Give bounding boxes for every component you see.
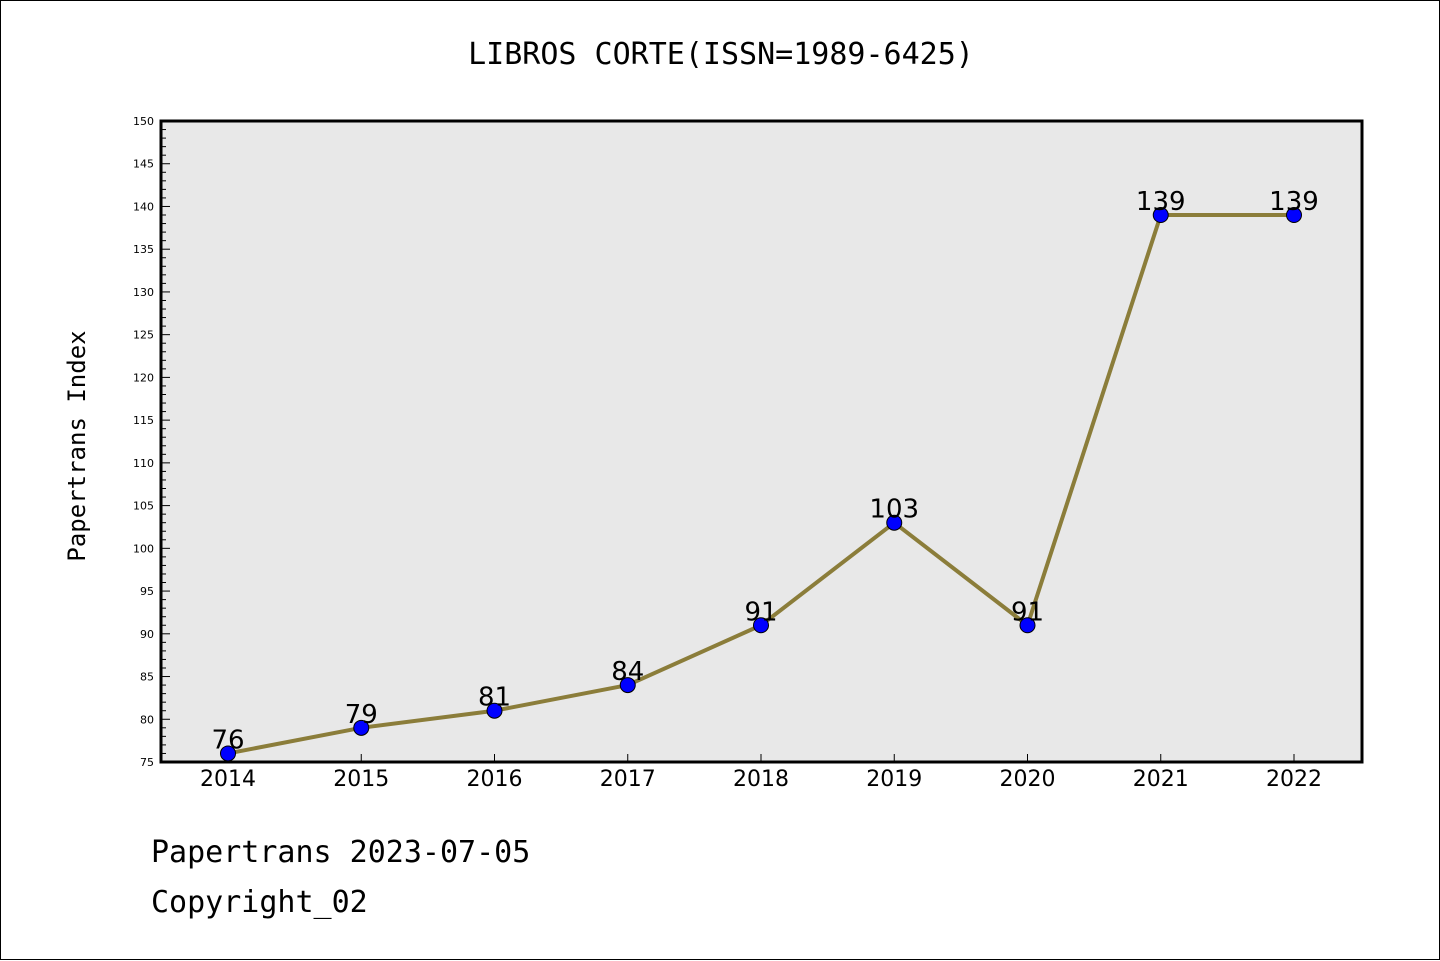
plot-area	[161, 121, 1362, 762]
y-tick-label: 115	[133, 414, 154, 427]
x-tick-label: 2017	[600, 767, 656, 792]
data-point	[753, 617, 769, 634]
x-tick-label: 2016	[467, 767, 523, 792]
data-point	[353, 719, 370, 736]
footer-copyright: Copyright_02	[151, 885, 368, 920]
x-tick-label: 2021	[1133, 767, 1189, 792]
x-tick-label: 2014	[200, 767, 256, 792]
x-tick-label: 2020	[1000, 767, 1056, 792]
x-tick-label: 2018	[733, 767, 789, 792]
y-tick-label: 105	[133, 500, 154, 513]
y-tick-label: 100	[133, 542, 154, 555]
y-tick-label: 95	[140, 585, 154, 598]
y-tick-label: 75	[140, 756, 154, 769]
data-point	[886, 514, 903, 531]
x-tick-label: 2019	[866, 767, 922, 792]
y-tick-label: 135	[133, 243, 154, 256]
data-label: 79	[345, 700, 378, 730]
plot-border	[159, 119, 1364, 764]
data-label: 103	[869, 495, 919, 525]
data-label: 139	[1269, 187, 1319, 217]
data-point	[486, 702, 503, 719]
y-tick-label: 90	[140, 628, 154, 641]
y-tick-label: 85	[140, 671, 154, 684]
series-markers	[220, 207, 1302, 762]
y-tick-label: 145	[133, 158, 154, 171]
data-point	[619, 677, 636, 694]
data-label: 84	[611, 657, 644, 687]
y-tick-label: 150	[133, 115, 154, 128]
data-label: 139	[1136, 187, 1186, 217]
x-tick-label: 2022	[1266, 767, 1322, 792]
data-point	[1286, 207, 1302, 224]
footer-date: Papertrans 2023-07-05	[151, 835, 531, 870]
data-label: 76	[211, 725, 244, 755]
data-label: 91	[1011, 597, 1044, 627]
x-tick-label: 2015	[333, 767, 389, 792]
y-tick-label: 120	[133, 371, 154, 384]
y-tick-label: 80	[140, 713, 154, 726]
data-labels: 76 79 81 84 91 103 91 139 139	[211, 187, 1318, 755]
y-axis-ticks: 75 80 85 90 95 100 105 110 115 120 125 130 135 140 145…	[133, 115, 170, 769]
data-label: 81	[478, 683, 511, 713]
data-point	[1152, 207, 1169, 224]
chart-title: LIBROS CORTE(ISSN=1989-6425)	[468, 37, 974, 72]
data-point	[1019, 617, 1036, 634]
y-tick-label: 140	[133, 200, 154, 213]
data-label: 91	[744, 597, 777, 627]
y-tick-label: 110	[133, 457, 154, 470]
y-tick-label: 130	[133, 286, 154, 299]
y-tick-label: 125	[133, 329, 154, 342]
